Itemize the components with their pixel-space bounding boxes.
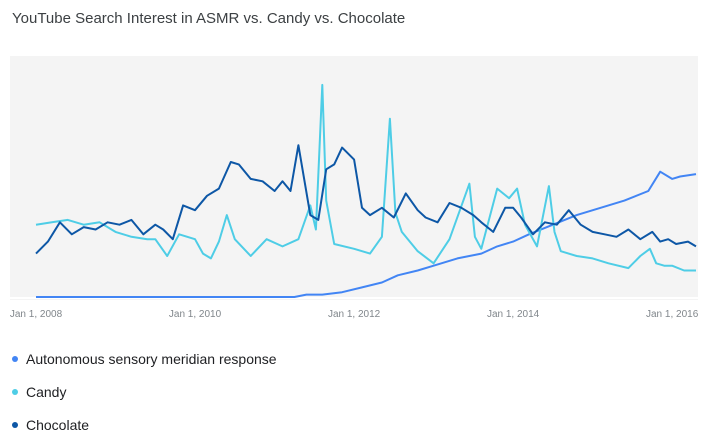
chart-title: YouTube Search Interest in ASMR vs. Cand…: [12, 10, 406, 27]
legend-dot-candy: [12, 388, 18, 395]
series-line-candy[interactable]: [35, 83, 696, 272]
line-chart: Jan 1, 2008 Jan 1, 2010 Jan 1, 2012 Jan 1, …: [10, 56, 699, 320]
legend-dot-asmr: [12, 355, 18, 362]
legend-item-candy[interactable]: Candy: [12, 375, 277, 408]
series-line-chocolate[interactable]: [35, 144, 697, 255]
x-tick-label: Jan 1, 2014: [487, 309, 540, 320]
legend-label-chocolate: Chocolate: [26, 416, 90, 433]
plot-area-background: [10, 56, 698, 300]
legend-label-candy: Candy: [26, 383, 67, 400]
x-tick-label: Jan 1, 2008: [10, 309, 63, 320]
x-tick-label: Jan 1, 2010: [169, 309, 222, 320]
legend-dot-chocolate: [12, 421, 18, 428]
legend-label-asmr: Autonomous sensory meridian response: [26, 350, 277, 367]
x-tick-label: Jan 1, 2016: [646, 309, 699, 320]
chart-legend: Autonomous sensory meridian response Can…: [12, 342, 277, 441]
legend-item-chocolate[interactable]: Chocolate: [12, 408, 277, 441]
x-tick-label: Jan 1, 2012: [328, 309, 381, 320]
legend-item-asmr[interactable]: Autonomous sensory meridian response: [12, 342, 277, 375]
series-line-asmr[interactable]: [36, 170, 697, 298]
